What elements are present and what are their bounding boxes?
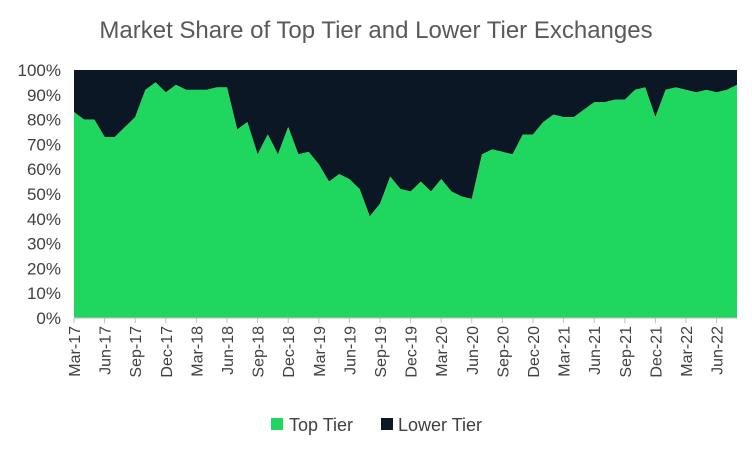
x-tick-label: Jun-20 — [465, 326, 482, 375]
x-tick-label: Sep-19 — [373, 326, 390, 378]
legend-swatch-lower-tier — [381, 418, 393, 430]
y-tick-label: 80% — [27, 111, 61, 130]
y-tick-label: 10% — [27, 284, 61, 303]
legend: Top Tier Lower Tier — [271, 415, 482, 435]
x-tick-label: Mar-21 — [557, 326, 574, 377]
x-tick-label: Sep-17 — [128, 326, 145, 378]
x-axis: Mar-17 Jun-17 Sep-17 Dec-17 Mar-18 Jun-18 Sep-… — [67, 317, 737, 378]
y-axis: 0% 10% 20% 30% 40% 50% 60% 70% 80% 90% 100% — [18, 61, 61, 328]
y-tick-label: 40% — [27, 210, 61, 229]
area-top-tier — [74, 82, 737, 319]
y-tick-label: 100% — [18, 61, 61, 80]
x-tick-label: Dec-21 — [648, 326, 665, 378]
x-tick-label: Mar-17 — [67, 326, 84, 377]
y-tick-label: 0% — [36, 309, 61, 328]
x-tick-label: Jun-18 — [220, 326, 237, 375]
y-tick-label: 30% — [27, 235, 61, 254]
x-tick-label: Dec-17 — [159, 326, 176, 378]
x-tick-label: Dec-20 — [526, 326, 543, 378]
x-tick-label: Mar-20 — [434, 326, 451, 377]
x-tick-label: Jun-19 — [342, 326, 359, 375]
x-tick-label: Mar-22 — [679, 326, 696, 377]
legend-swatch-top-tier — [271, 418, 283, 430]
plot-area — [74, 70, 737, 319]
legend-label-top-tier: Top Tier — [289, 415, 353, 435]
x-tick-label: Jun-17 — [98, 326, 115, 375]
area-lower-tier — [74, 70, 737, 217]
x-tick-label: Jun-21 — [587, 326, 604, 375]
y-tick-label: 90% — [27, 86, 61, 105]
y-tick-label: 20% — [27, 259, 61, 278]
y-tick-label: 60% — [27, 160, 61, 179]
x-tick-label: Sep-20 — [495, 326, 512, 378]
x-tick-label: Sep-18 — [251, 326, 268, 378]
y-tick-label: 50% — [27, 185, 61, 204]
x-tick-label: Sep-21 — [618, 326, 635, 378]
x-tick-label: Mar-19 — [312, 326, 329, 377]
y-tick-label: 70% — [27, 135, 61, 154]
x-tick-label: Dec-18 — [281, 326, 298, 378]
legend-label-lower-tier: Lower Tier — [398, 415, 482, 435]
x-tick-label: Dec-19 — [404, 326, 421, 378]
x-tick-label: Jun-22 — [710, 326, 727, 375]
chart-title: Market Share of Top Tier and Lower Tier … — [99, 17, 652, 44]
x-tick-label: Mar-18 — [189, 326, 206, 377]
